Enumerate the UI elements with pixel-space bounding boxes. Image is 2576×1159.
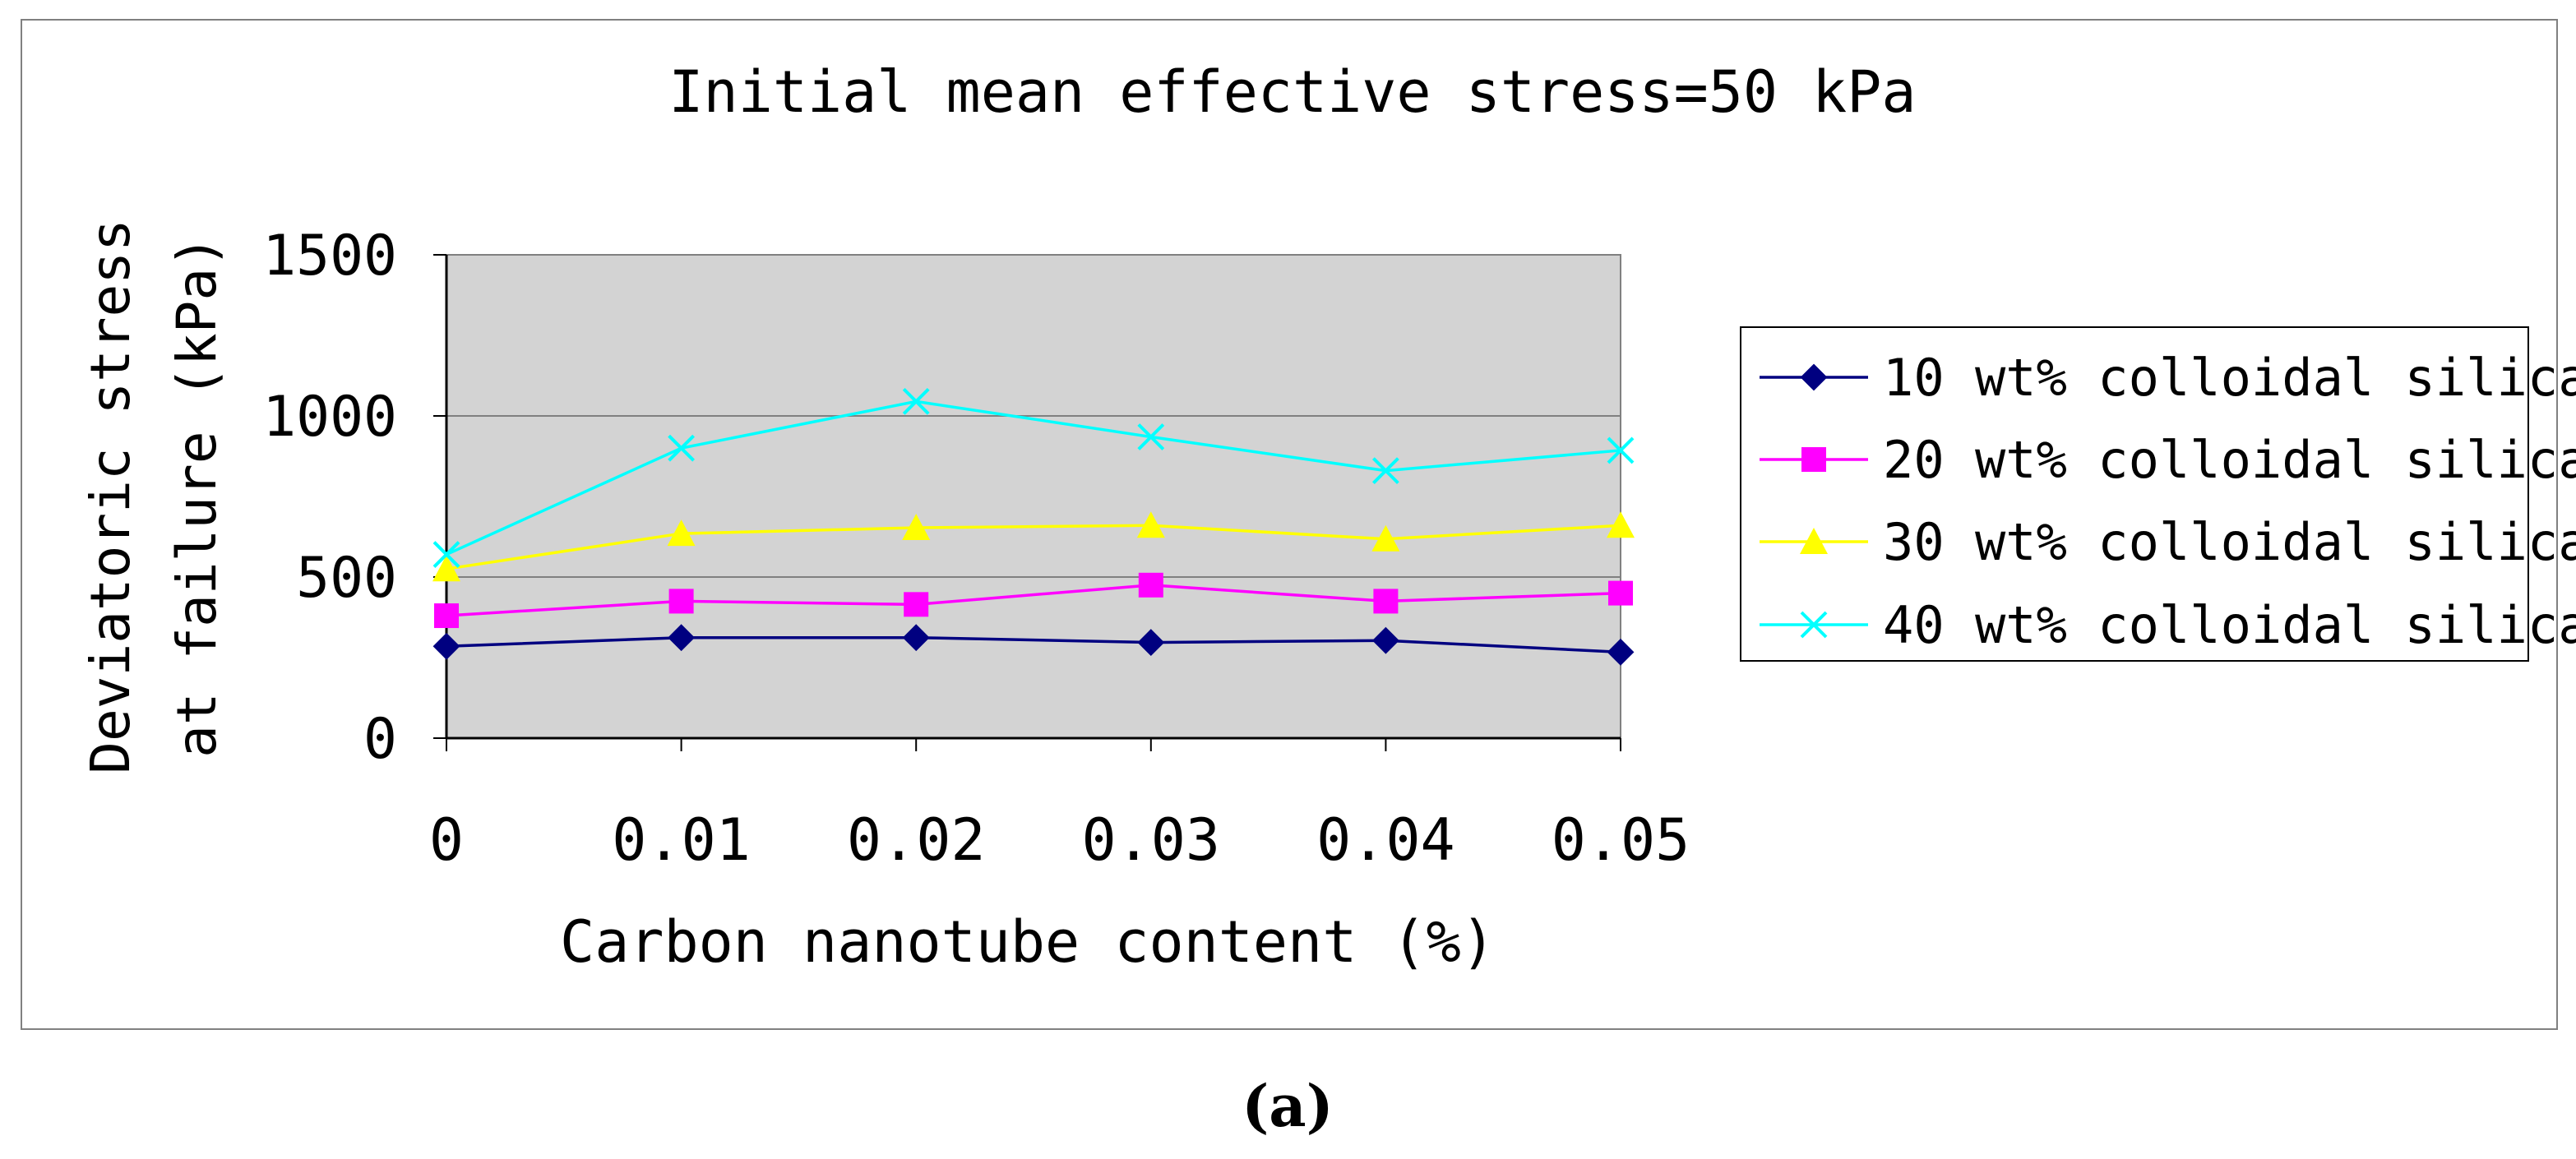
x-tick-label: 0.02 — [847, 806, 986, 874]
data-point — [1608, 580, 1633, 606]
data-point — [1371, 524, 1400, 552]
legend-label: 20 wt% colloidal silica — [1883, 430, 2576, 490]
legend-marker — [1800, 611, 1828, 639]
legend-label: 40 wt% colloidal silica — [1883, 595, 2576, 655]
data-point — [432, 632, 460, 660]
legend-label: 30 wt% colloidal silica — [1883, 512, 2576, 572]
x-tick-label: 0.01 — [612, 806, 751, 874]
legend-entry: 20 wt% colloidal silica — [1760, 430, 2576, 490]
series-line — [446, 584, 1621, 617]
data-point — [904, 592, 929, 617]
data-point — [1137, 423, 1165, 450]
legend-entry: 30 wt% colloidal silica — [1760, 512, 2576, 572]
series-group — [432, 387, 1635, 666]
data-point — [432, 555, 460, 582]
y-tick-label: 500 — [296, 546, 397, 611]
legend: 10 wt% colloidal silica 20 wt% colloidal … — [1760, 348, 2576, 655]
legend-box — [1740, 326, 2529, 662]
legend-marker — [1800, 528, 1828, 554]
data-point — [902, 387, 930, 415]
chart-title: Initial mean effective stress=50 kPa — [668, 58, 1916, 126]
data-point — [902, 624, 930, 652]
x-tick-label: 0.03 — [1082, 806, 1221, 874]
data-point — [1373, 589, 1399, 614]
data-point — [1607, 511, 1635, 538]
series-3 — [432, 511, 1635, 582]
data-point — [668, 624, 696, 652]
data-point — [1607, 436, 1635, 464]
y-tick-labels: 0 500 1000 1500 — [262, 224, 397, 772]
x-tick-labels: 0 0.01 0.02 0.03 0.04 0.05 — [429, 738, 1690, 874]
y-axis-label-line2: at failure (kPa) — [165, 235, 229, 758]
series-1 — [432, 624, 1635, 666]
data-point — [1371, 626, 1399, 654]
figure-caption: (a) — [1242, 1072, 1334, 1140]
series-2 — [434, 572, 1633, 629]
legend-label: 10 wt% colloidal silica — [1883, 348, 2576, 408]
legend-marker — [1800, 363, 1828, 391]
series-line — [446, 399, 1621, 556]
legend-entry: 10 wt% colloidal silica — [1760, 348, 2576, 408]
data-point — [668, 589, 694, 614]
y-tick-label: 1500 — [262, 224, 397, 289]
data-point — [434, 603, 459, 629]
series-line — [446, 635, 1621, 654]
series-line — [446, 524, 1621, 570]
data-point — [1138, 572, 1163, 598]
y-tick-label: 0 — [363, 707, 397, 772]
data-point — [668, 434, 696, 462]
data-point — [432, 541, 460, 568]
y-axis-label-line1: Deviatoric stress — [79, 219, 142, 774]
x-tick-label: 0.04 — [1316, 806, 1455, 874]
legend-entry: 40 wt% colloidal silica — [1760, 595, 2576, 655]
series-4 — [432, 387, 1635, 568]
data-point — [667, 519, 696, 547]
data-point — [1137, 629, 1165, 656]
data-point — [1371, 457, 1399, 485]
legend-marker — [1801, 447, 1826, 472]
data-point — [1607, 638, 1635, 666]
y-tick-label: 1000 — [262, 385, 397, 450]
x-tick-label: 0.05 — [1552, 806, 1690, 874]
plot-area — [446, 254, 1621, 739]
x-axis-label: Carbon nanotube content (%) — [560, 908, 1496, 976]
gridlines — [433, 254, 1621, 739]
data-point — [902, 514, 931, 541]
data-point — [1136, 511, 1165, 538]
x-tick-label: 0 — [429, 806, 464, 874]
